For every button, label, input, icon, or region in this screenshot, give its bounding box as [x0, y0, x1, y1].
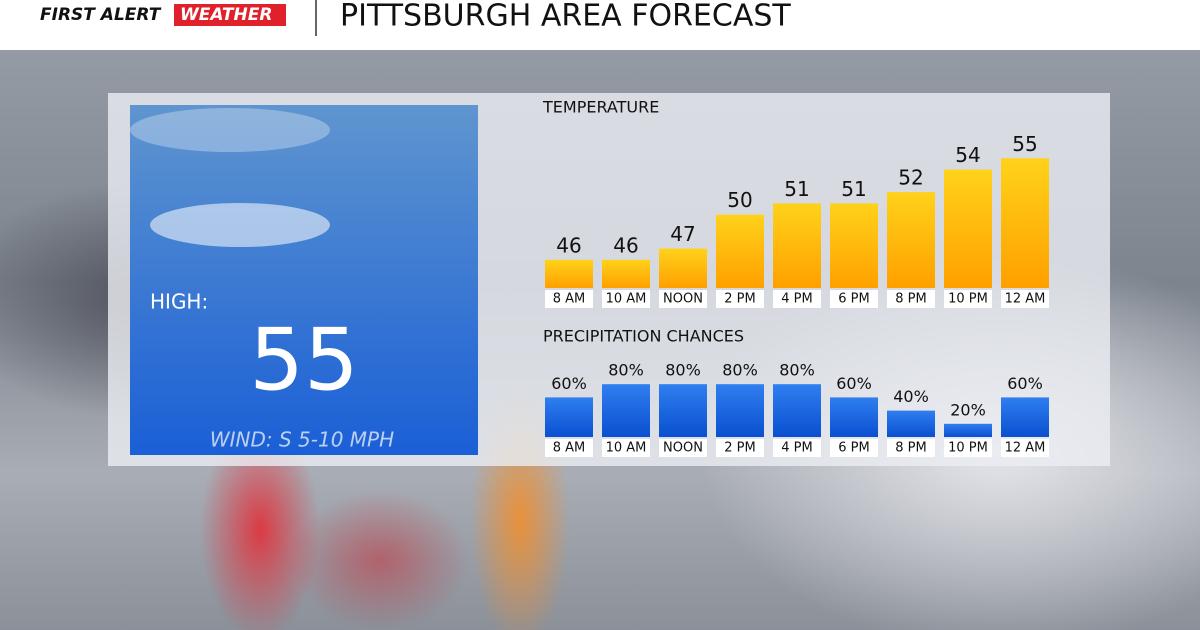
bar	[887, 192, 935, 288]
category-label: 12 AM	[1005, 292, 1046, 307]
category-label: NOON	[663, 441, 703, 456]
brand-first: FIRST ALERT	[40, 5, 162, 25]
category-box	[887, 439, 935, 457]
bar	[1001, 158, 1049, 288]
bar	[944, 423, 992, 437]
value-label: 52	[898, 166, 923, 190]
value-label: 54	[955, 143, 980, 167]
sky-image	[130, 105, 478, 455]
bar	[944, 169, 992, 288]
category-label: 4 PM	[781, 441, 812, 456]
bar	[830, 203, 878, 288]
category-box	[1001, 290, 1049, 308]
bar	[602, 259, 650, 288]
category-label: 2 PM	[724, 292, 755, 307]
category-box	[773, 290, 821, 308]
chart-title: PRECIPITATION CHANCES	[543, 327, 744, 346]
brand-weather: WEATHER	[180, 5, 272, 25]
bar	[1001, 397, 1049, 437]
category-label: 8 AM	[553, 441, 586, 456]
value-label: 46	[556, 233, 581, 257]
high-label: HIGH:	[150, 290, 208, 314]
category-box	[887, 290, 935, 308]
value-label: 55	[1012, 132, 1037, 156]
bar	[602, 384, 650, 437]
value-label: 51	[841, 177, 866, 201]
value-label: 80%	[722, 361, 758, 380]
cloud	[130, 108, 330, 152]
wind: WIND: S 5-10 MPH	[210, 428, 394, 452]
category-box	[716, 290, 764, 308]
bar	[545, 397, 593, 437]
bar	[659, 384, 707, 437]
category-label: 6 PM	[838, 441, 869, 456]
category-label: 12 AM	[1005, 441, 1046, 456]
value-label: 80%	[779, 361, 815, 380]
value-label: 46	[613, 233, 638, 257]
bar	[887, 410, 935, 437]
page-title: PITTSBURGH AREA FORECAST	[340, 0, 791, 34]
category-box	[944, 290, 992, 308]
value-label: 60%	[836, 374, 872, 393]
category-box	[830, 290, 878, 308]
bar	[830, 397, 878, 437]
category-box	[545, 439, 593, 457]
bar	[716, 214, 764, 288]
brand-box	[174, 4, 286, 26]
category-box	[545, 290, 593, 308]
category-box	[1001, 439, 1049, 457]
category-label: 6 PM	[838, 292, 869, 307]
category-label: 10 PM	[948, 441, 988, 456]
bar	[716, 384, 764, 437]
category-box	[773, 439, 821, 457]
value-label: 47	[670, 222, 695, 246]
value-label: 60%	[1007, 374, 1043, 393]
category-label: NOON	[663, 292, 703, 307]
bar	[773, 384, 821, 437]
category-box	[602, 439, 650, 457]
bar	[773, 203, 821, 288]
category-box	[716, 439, 764, 457]
high-value: 55	[249, 310, 358, 410]
cloud	[150, 203, 330, 247]
value-label: 80%	[608, 361, 644, 380]
category-box	[944, 439, 992, 457]
category-label: 2 PM	[724, 441, 755, 456]
category-box	[659, 439, 707, 457]
value-label: 80%	[665, 361, 701, 380]
category-box	[602, 290, 650, 308]
category-box	[830, 439, 878, 457]
category-box	[659, 290, 707, 308]
value-label: 40%	[893, 387, 929, 406]
category-label: 10 PM	[948, 292, 988, 307]
category-label: 8 PM	[895, 441, 926, 456]
category-label: 10 AM	[606, 292, 647, 307]
chart-title: TEMPERATURE	[542, 98, 659, 117]
bar	[545, 259, 593, 288]
category-label: 8 PM	[895, 292, 926, 307]
category-label: 4 PM	[781, 292, 812, 307]
category-label: 8 AM	[553, 292, 586, 307]
value-label: 51	[784, 177, 809, 201]
value-label: 20%	[950, 400, 986, 419]
category-label: 10 AM	[606, 441, 647, 456]
bar	[659, 248, 707, 288]
value-label: 60%	[551, 374, 587, 393]
value-label: 50	[727, 188, 752, 212]
